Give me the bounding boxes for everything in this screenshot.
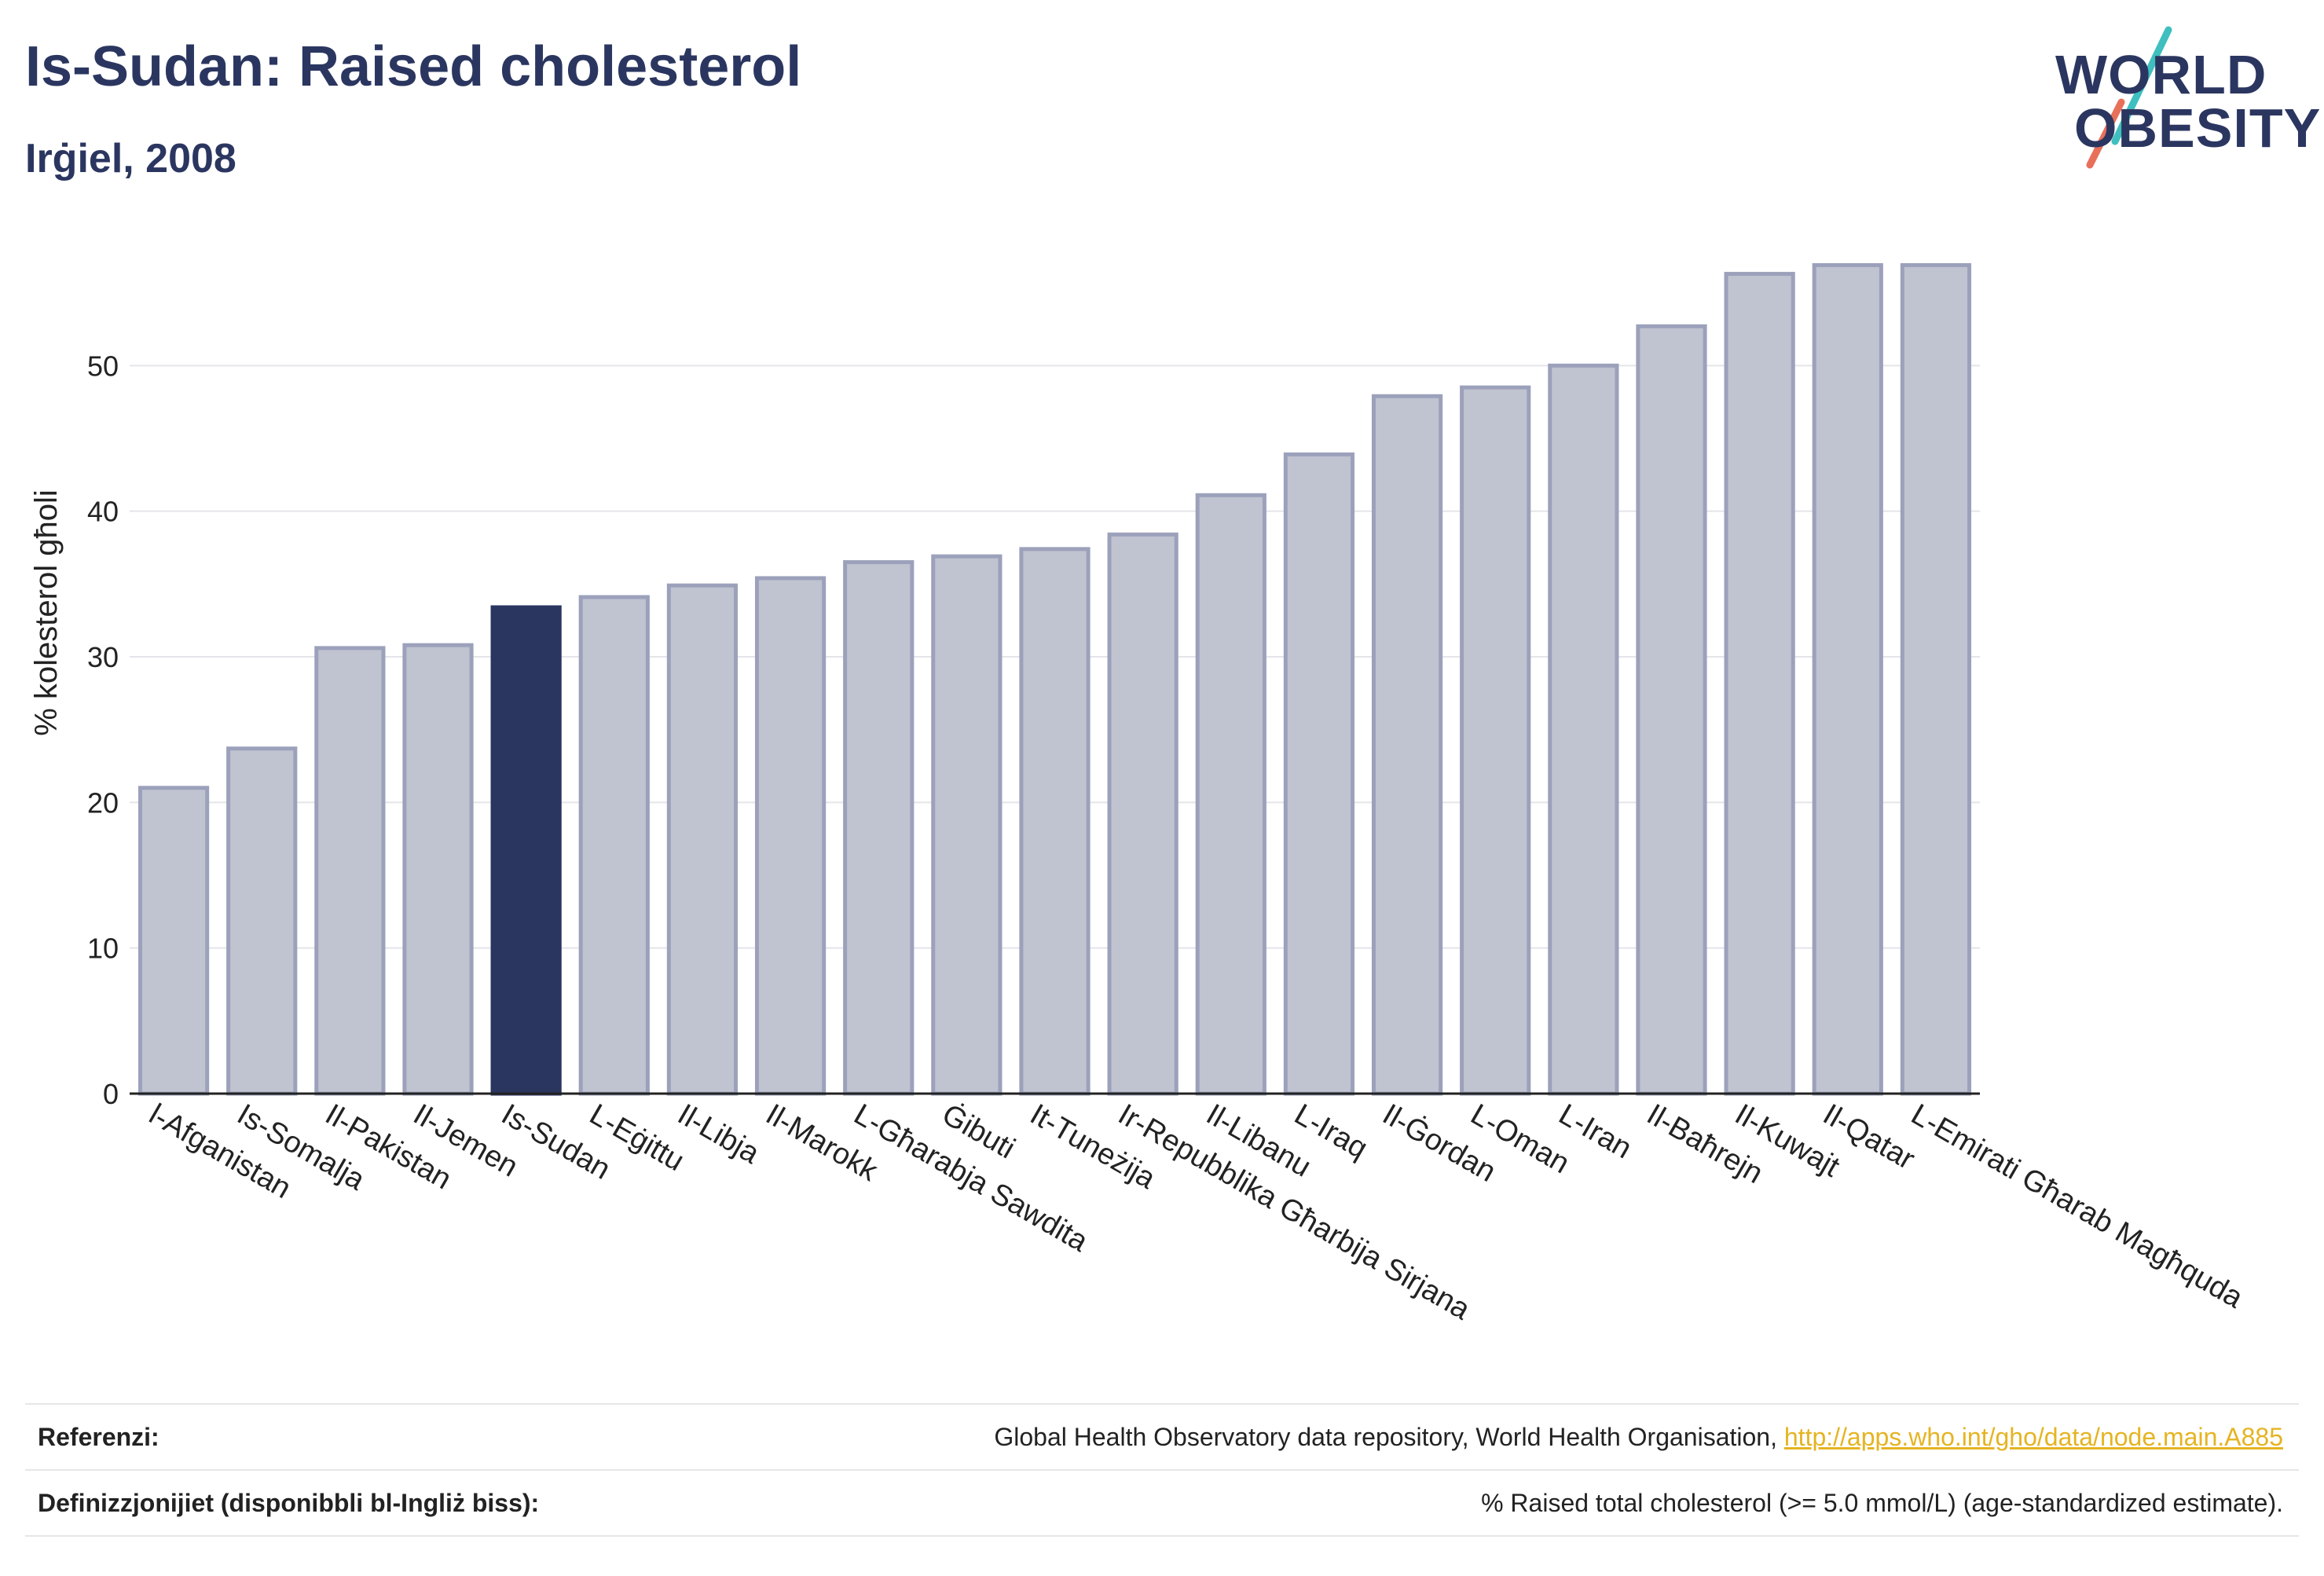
y-tick-label: 50 <box>87 350 119 382</box>
bar-18[interactable] <box>1724 272 1795 1096</box>
y-tick-label: 20 <box>87 786 119 819</box>
bar-17[interactable] <box>1636 324 1707 1096</box>
bar-20[interactable] <box>1900 262 1972 1096</box>
bar-1[interactable] <box>226 746 298 1096</box>
y-tick-label: 30 <box>87 641 119 673</box>
reference-table: Referenzi: Global Health Observatory dat… <box>25 1403 2299 1537</box>
y-tick-label: 0 <box>103 1078 119 1110</box>
bar-5[interactable] <box>578 595 650 1096</box>
logo-text-world: WORLD <box>2055 44 2267 105</box>
bar-2[interactable] <box>314 646 386 1096</box>
bar-4[interactable] <box>490 605 562 1096</box>
bar-19[interactable] <box>1812 262 1883 1096</box>
logo-slash-icon <box>2086 26 2172 169</box>
x-tick-label: L-Emirati Għarab Magħquda <box>1905 1098 2249 1315</box>
x-tick-label: Il-Libja <box>672 1098 765 1171</box>
definitions-value: % Raised total cholesterol (>= 5.0 mmol/… <box>1481 1488 2283 1517</box>
bar-0[interactable] <box>137 786 210 1096</box>
references-value: Global Health Observatory data repositor… <box>994 1423 2299 1452</box>
bar-3[interactable] <box>402 643 474 1096</box>
bar-8[interactable] <box>843 560 915 1096</box>
bar-6[interactable] <box>666 583 739 1096</box>
bar-11[interactable] <box>1107 532 1178 1096</box>
bar-15[interactable] <box>1460 385 1531 1096</box>
y-axis-label: % kolesterol għoli <box>29 489 64 736</box>
references-label: Referenzi: <box>38 1422 159 1451</box>
y-tick-label: 10 <box>87 933 119 965</box>
definitions-label: Definizzjonijiet (disponibbli bl-Ingliż … <box>38 1488 540 1517</box>
bar-14[interactable] <box>1371 394 1443 1096</box>
bars <box>137 262 1972 1096</box>
bar-16[interactable] <box>1548 363 1619 1096</box>
references-link[interactable]: http://apps.who.int/gho/data/node.main.A… <box>1783 1422 2283 1451</box>
definitions-row: Definizzjonijiet (disponibbli bl-Ingliż … <box>25 1471 2299 1537</box>
bar-10[interactable] <box>1019 547 1091 1096</box>
page-subtitle: Irġiel, 2008 <box>25 136 236 181</box>
logo-text-obesity: OBESITY <box>2074 97 2322 159</box>
bar-7[interactable] <box>754 576 827 1096</box>
bar-12[interactable] <box>1195 493 1266 1096</box>
bar-13[interactable] <box>1283 452 1355 1096</box>
world-obesity-logo[interactable]: WORLD OBESITY <box>2043 16 2320 173</box>
bar-chart: 01020304050l-AfganistanIs-SomaljaIl-Paki… <box>29 262 2249 1327</box>
page-title: Is-Sudan: Raised cholesterol <box>25 35 802 98</box>
references-text: Global Health Observatory data repositor… <box>994 1422 1784 1451</box>
references-row: Referenzi: Global Health Observatory dat… <box>25 1405 2299 1471</box>
bar-9[interactable] <box>931 554 1003 1096</box>
y-tick-label: 40 <box>87 496 119 528</box>
